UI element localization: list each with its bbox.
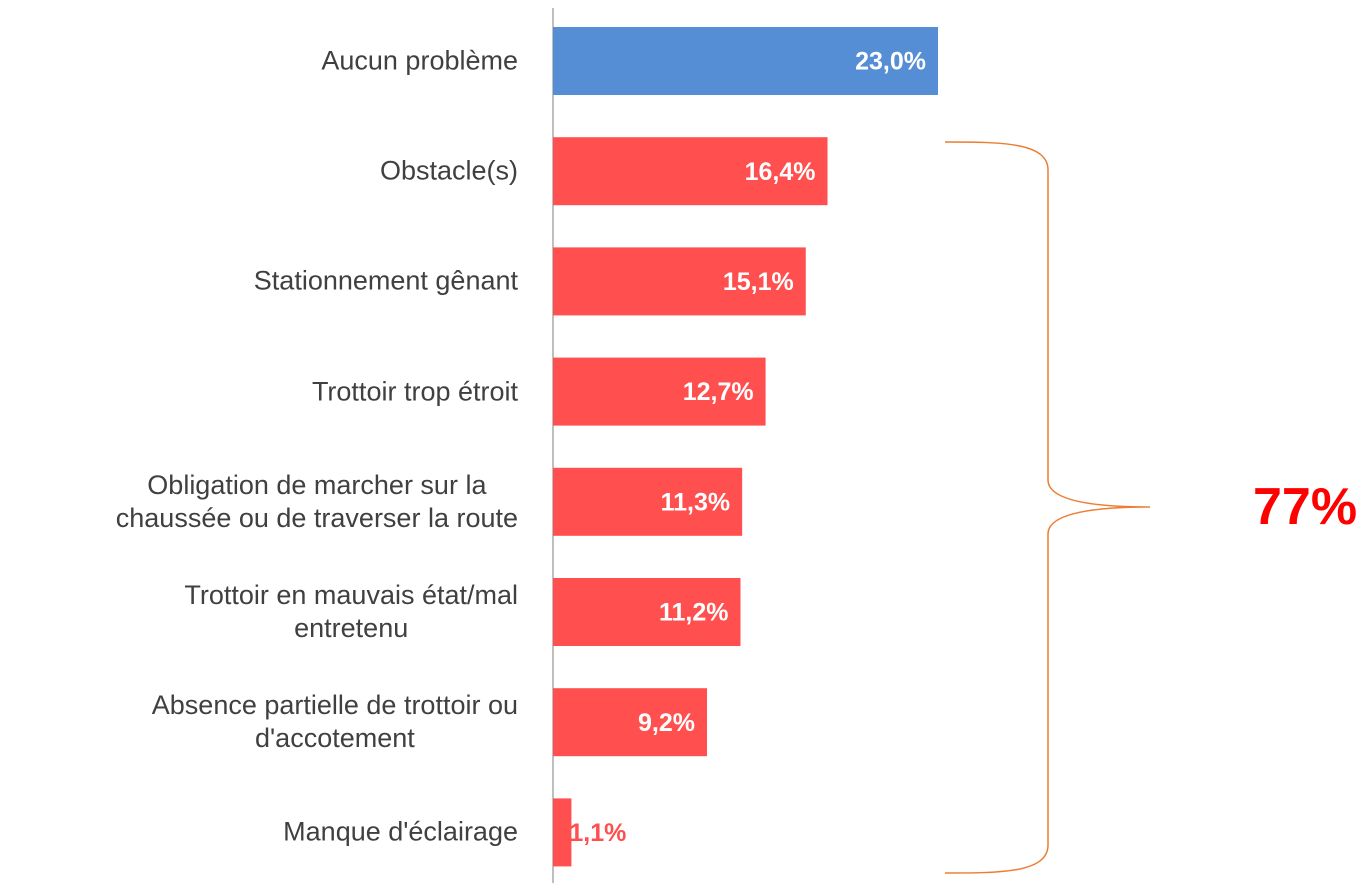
category-label: Stationnement gênant	[253, 265, 518, 296]
bar	[553, 247, 806, 316]
value-label: 9,2%	[638, 709, 695, 737]
bar	[553, 467, 743, 536]
category-label: Trottoir trop étroit	[311, 376, 518, 407]
value-label: 12,7%	[683, 378, 754, 406]
brace	[944, 141, 1151, 874]
bar	[553, 798, 572, 867]
category-label: Absence partielle de trottoir ou d'accot…	[151, 690, 518, 754]
value-label: 23,0%	[855, 48, 926, 76]
bar	[553, 137, 828, 206]
category-label: Trottoir en mauvais état/mal entretenu	[184, 580, 518, 643]
bar	[553, 688, 707, 757]
category-label: Aucun problème	[321, 45, 518, 76]
bar	[553, 578, 741, 646]
category-label: Obligation de marcher sur la chaussée ou…	[115, 469, 518, 533]
category-label: Obstacle(s)	[379, 155, 518, 186]
category-label: Manque d'éclairage	[283, 816, 518, 847]
value-label: 11,2%	[659, 599, 729, 627]
value-label: 1,1%	[569, 819, 626, 847]
annotation: 77%	[1253, 478, 1358, 536]
value-label: 15,1%	[723, 268, 794, 296]
bar	[553, 27, 938, 95]
value-label: 11,3%	[661, 488, 731, 516]
bar	[553, 357, 766, 426]
value-label: 16,4%	[745, 158, 816, 186]
